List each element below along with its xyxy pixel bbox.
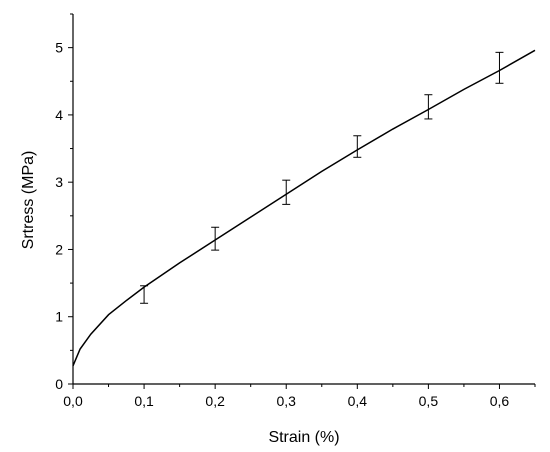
x-tick-label: 0,3 [276, 393, 296, 409]
x-tick-label: 0,5 [419, 393, 439, 409]
y-tick-label: 4 [55, 107, 63, 123]
y-tick-label: 5 [55, 40, 63, 56]
y-tick-label: 3 [55, 174, 63, 190]
error-bar [140, 285, 149, 304]
x-tick-label: 0,2 [205, 393, 225, 409]
x-tick-label: 0,4 [348, 393, 368, 409]
error-bar [211, 226, 220, 251]
x-tick-label: 0,1 [134, 393, 154, 409]
y-axis-ticks: 0 1 2 3 4 5 [55, 13, 73, 392]
y-tick-label: 2 [55, 241, 63, 257]
error-bar [495, 51, 504, 84]
error-bar [353, 135, 362, 158]
y-tick-label: 0 [55, 376, 63, 392]
plot-area [72, 49, 536, 367]
axes [72, 14, 535, 385]
x-tick-label: 0,0 [63, 393, 83, 409]
x-axis-label: Strain (%) [268, 429, 339, 446]
error-bar [424, 94, 433, 120]
fit-curve [72, 49, 536, 367]
x-tick-label: 0,6 [490, 393, 510, 409]
y-axis-label: Srtress (MPa) [20, 151, 37, 250]
x-axis-ticks: 0,0 0,1 0,2 0,3 0,4 0,5 0,6 [63, 384, 536, 409]
error-bar [282, 179, 291, 205]
y-tick-label: 1 [55, 309, 63, 325]
